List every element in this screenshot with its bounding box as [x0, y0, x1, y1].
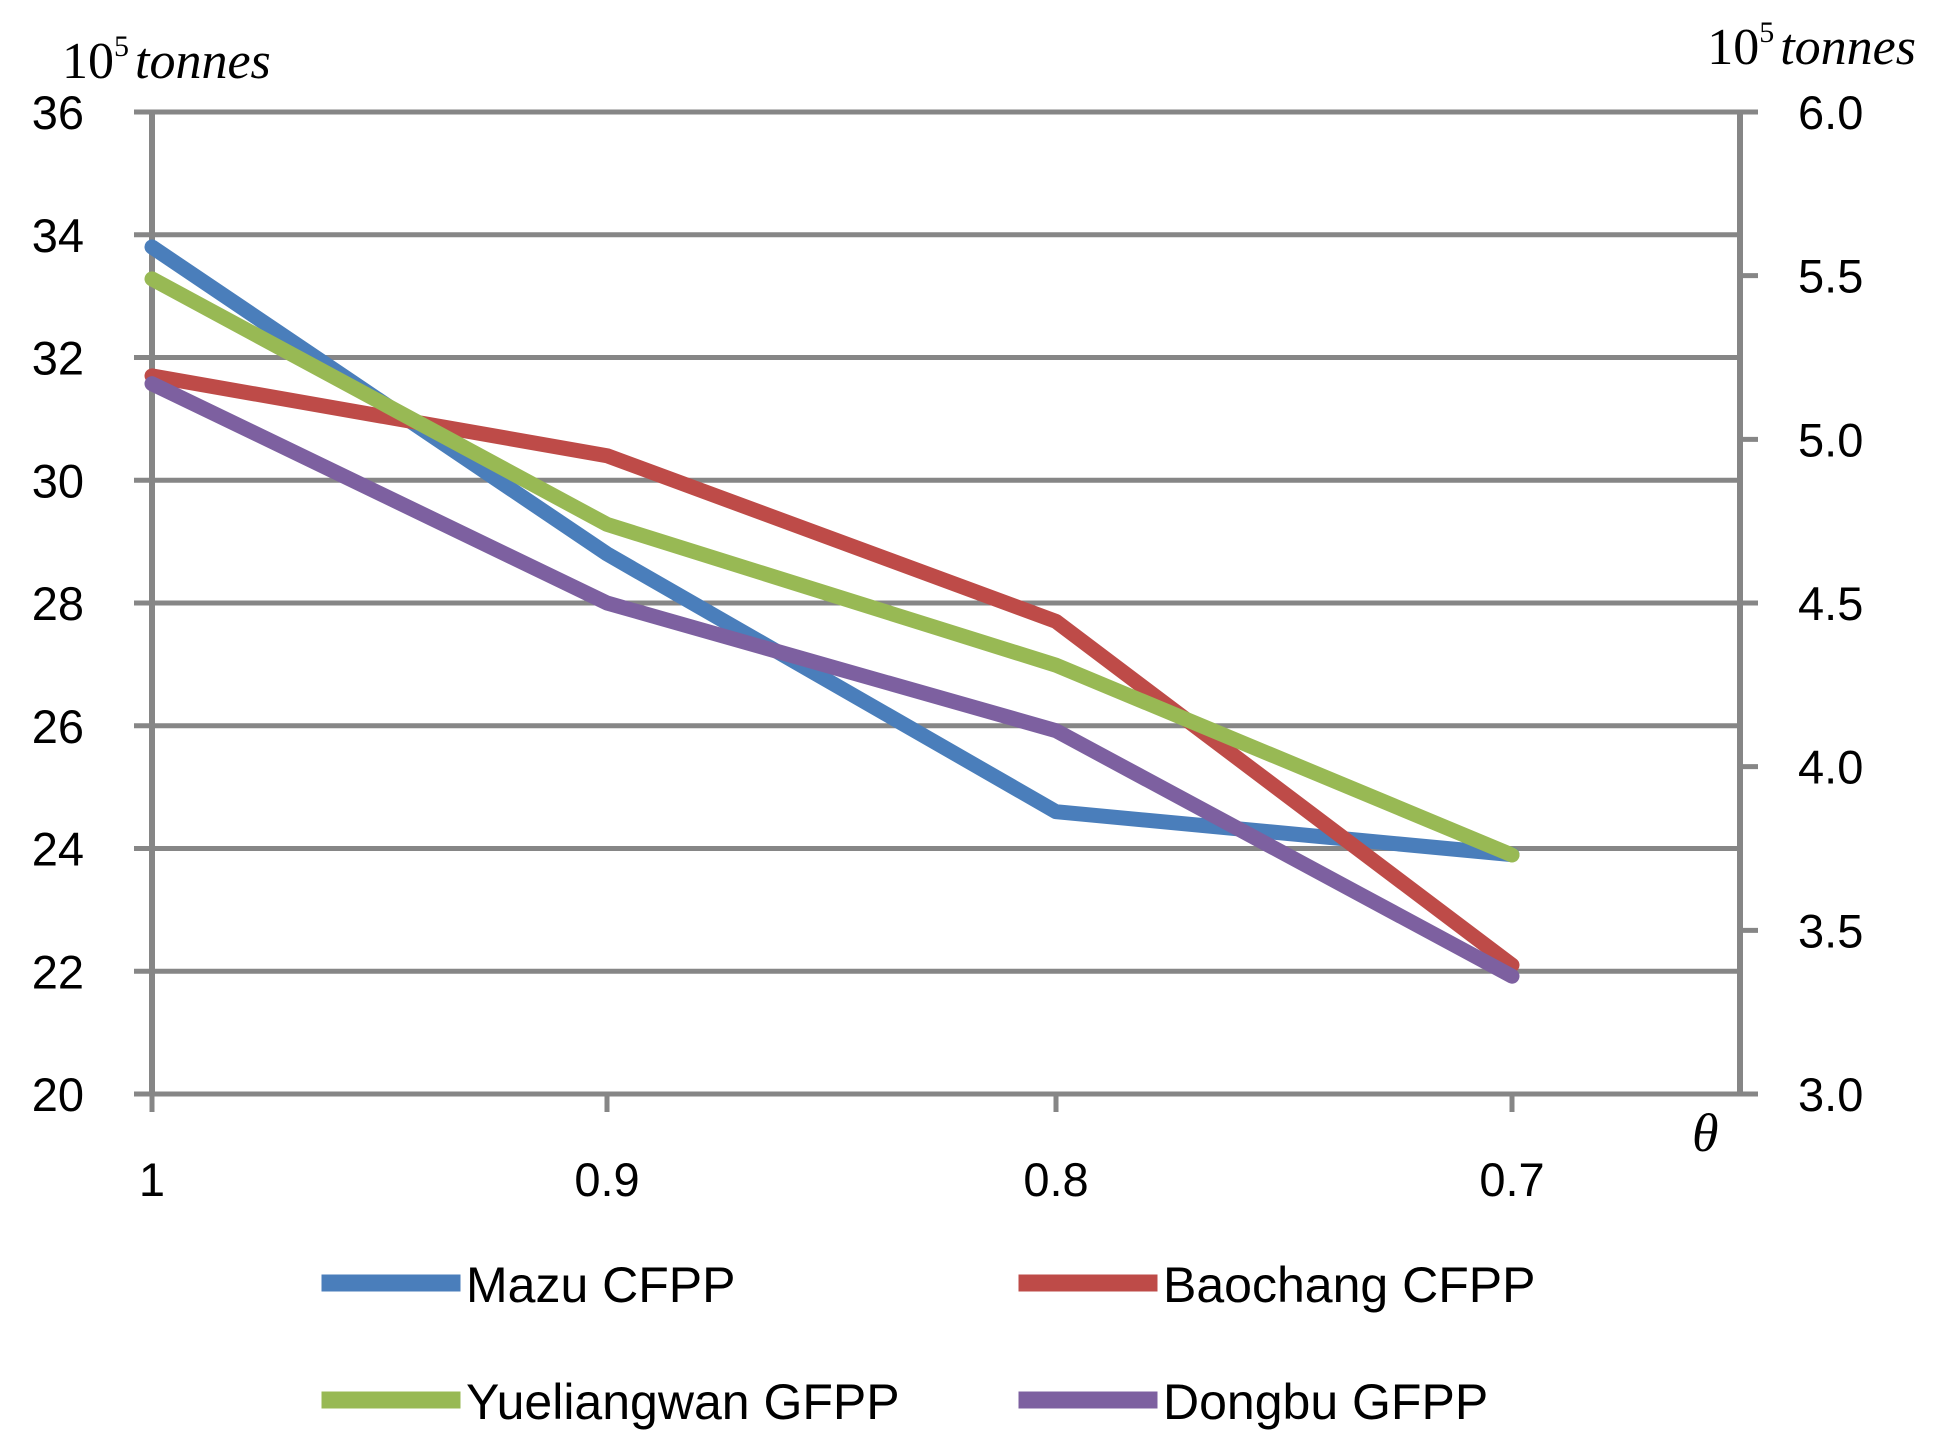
- tick-labels: 20 22 24 26 28 30 32 34 36 3.0 3.5 4.0 4.5 5.0 5.5 6.0 1…: [32, 86, 1864, 1206]
- left-tick-label-4: 28: [32, 577, 84, 630]
- gridlines: [152, 109, 1740, 1097]
- legend-label-baochang: Baochang CFPP: [1163, 1257, 1535, 1313]
- right-tick-label-2: 4.0: [1798, 741, 1863, 794]
- right-unit-base: 10: [1707, 19, 1759, 76]
- right-tick-label-5: 5.5: [1798, 250, 1863, 303]
- right-unit-exponent: 5: [1759, 16, 1774, 49]
- left-tick-label-6: 32: [32, 332, 84, 385]
- series-line-baochang-cfpp: [144, 368, 1520, 973]
- left-tick-label-2: 24: [32, 823, 84, 876]
- left-tick-label-1: 22: [32, 945, 84, 998]
- right-tick-label-3: 4.5: [1798, 577, 1863, 630]
- right-tick-label-4: 5.0: [1798, 413, 1863, 466]
- left-tick-label-5: 30: [32, 454, 84, 507]
- left-unit-base: 10: [62, 33, 114, 90]
- legend-label-yueliangwan: Yueliangwan GFPP: [466, 1374, 900, 1430]
- legend: Mazu CFPP Baochang CFPP Yueliangwan GFPP…: [321, 1257, 1535, 1430]
- x-axis-label: θ: [1692, 1103, 1719, 1163]
- x-tick-label-3: 0.7: [1479, 1153, 1544, 1206]
- left-tick-label-8: 36: [32, 86, 84, 139]
- legend-item-mazu-cfpp[interactable]: Mazu CFPP: [321, 1257, 736, 1313]
- left-unit-word: tonnes: [135, 33, 271, 90]
- left-axis-unit-label: 105 tonnes: [62, 30, 271, 90]
- right-tick-label-0: 3.0: [1798, 1068, 1863, 1121]
- legend-label-mazu: Mazu CFPP: [466, 1257, 736, 1313]
- right-unit-word: tonnes: [1780, 19, 1916, 76]
- legend-item-baochang-cfpp[interactable]: Baochang CFPP: [1018, 1257, 1535, 1313]
- x-tick-label-2: 0.8: [1023, 1153, 1088, 1206]
- right-tick-label-1: 3.5: [1798, 904, 1863, 957]
- right-tick-label-6: 6.0: [1798, 86, 1863, 139]
- left-tick-label-0: 20: [32, 1068, 84, 1121]
- series-line-dongbu-gfpp: [144, 376, 1520, 984]
- x-tick-label-1: 0.9: [574, 1153, 639, 1206]
- left-tick-label-3: 26: [32, 700, 84, 753]
- series-lines: [144, 239, 1520, 984]
- legend-item-dongbu-gfpp[interactable]: Dongbu GFPP: [1018, 1374, 1488, 1430]
- legend-item-yueliangwan-gfpp[interactable]: Yueliangwan GFPP: [321, 1374, 900, 1430]
- series-line-yueliangwan-gfpp: [144, 271, 1520, 863]
- right-axis-unit-label: 105 tonnes: [1707, 16, 1916, 76]
- legend-label-dongbu: Dongbu GFPP: [1163, 1374, 1488, 1430]
- left-unit-exponent: 5: [114, 30, 129, 63]
- left-tick-label-7: 34: [32, 209, 84, 262]
- x-tick-label-0: 1: [139, 1153, 165, 1206]
